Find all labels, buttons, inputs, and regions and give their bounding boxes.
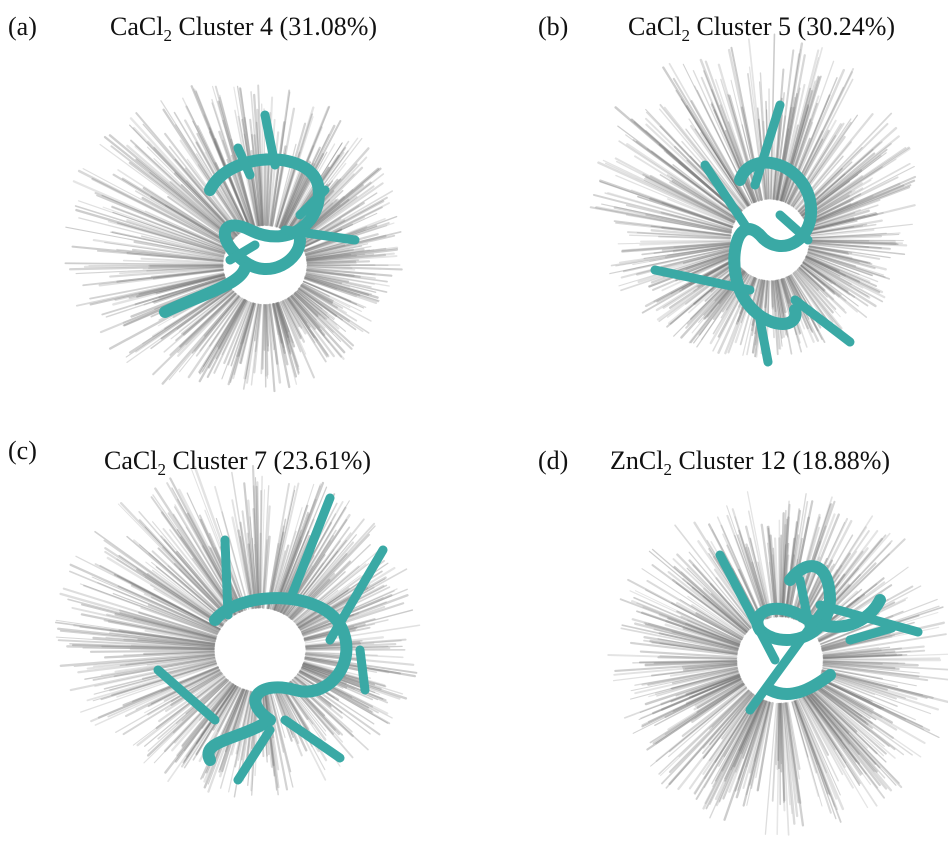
trajectory [778, 704, 779, 761]
panel-title: CaCl2 Cluster 7 (23.61%) [104, 446, 371, 480]
trajectory-bundle [56, 466, 420, 797]
trajectory [91, 651, 214, 652]
renderings [0, 0, 948, 855]
title-subscript: 2 [163, 26, 172, 45]
title-text: Cluster 7 (23.61%) [172, 446, 371, 475]
panel-title: ZnCl2 Cluster 12 (18.88%) [610, 446, 890, 480]
title-subscript: 2 [663, 460, 672, 479]
trajectory-bundle [608, 492, 948, 835]
panel-title: CaCl2 Cluster 5 (30.24%) [628, 12, 895, 46]
trajectory [266, 305, 267, 376]
title-subscript: 2 [681, 26, 690, 45]
title-text: CaCl [110, 12, 163, 41]
trajectory [89, 265, 222, 266]
panel-label: (c) [8, 436, 37, 466]
side-chain [360, 650, 365, 690]
title-text: CaCl [104, 446, 157, 475]
title-text: Cluster 4 (31.08%) [178, 12, 377, 41]
trajectory [772, 281, 773, 308]
panel-label: (b) [538, 12, 568, 42]
trajectory [263, 305, 265, 369]
trajectory [109, 221, 224, 253]
title-text: Cluster 12 (18.88%) [678, 446, 890, 475]
title-subscript: 2 [157, 460, 166, 479]
panel-title: CaCl2 Cluster 4 (31.08%) [110, 12, 377, 46]
trajectory [781, 704, 782, 772]
figure: (a) CaCl2 Cluster 4 (31.08%) (b) CaCl2 C… [0, 0, 948, 855]
panel-label: (a) [8, 12, 37, 42]
title-text: Cluster 5 (30.24%) [696, 12, 895, 41]
title-text: ZnCl [610, 446, 663, 475]
title-text: CaCl [628, 12, 681, 41]
side-chain [225, 540, 228, 615]
panel-label: (d) [538, 446, 568, 476]
